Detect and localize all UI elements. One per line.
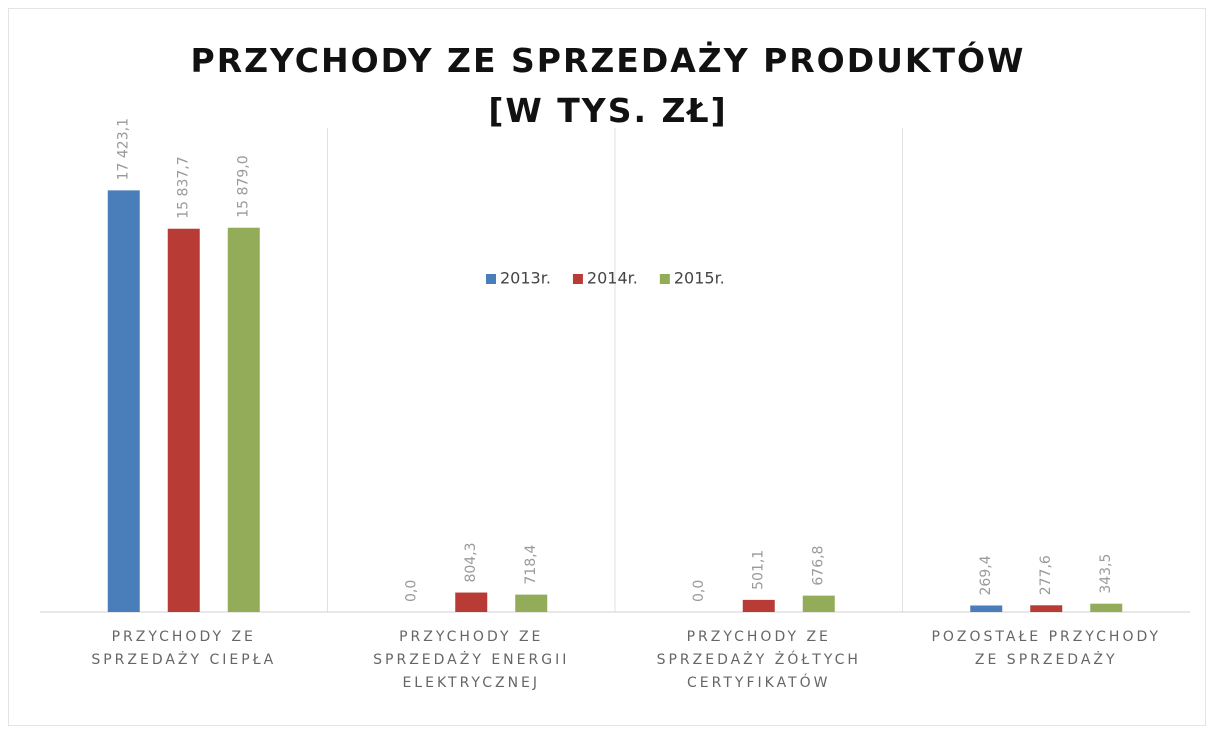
bar bbox=[970, 605, 1003, 612]
value-label: 343,5 bbox=[1098, 554, 1114, 594]
bar bbox=[1090, 603, 1123, 612]
value-label: 804,3 bbox=[463, 542, 479, 582]
x-tick-label: PRZYCHODY ZE SPRZEDAŻY CIEPŁA bbox=[91, 629, 277, 668]
bar bbox=[742, 599, 775, 612]
legend-swatch bbox=[572, 274, 583, 284]
x-tick-label: PRZYCHODY ZE SPRZEDAŻY ENERGII ELEKTRYCZ… bbox=[373, 629, 570, 691]
value-label: 17 423,1 bbox=[116, 118, 132, 180]
bar bbox=[167, 228, 200, 612]
legend-label: 2015r. bbox=[674, 269, 725, 288]
bar bbox=[227, 227, 260, 612]
value-label: 676,8 bbox=[811, 546, 827, 586]
chart-frame bbox=[8, 8, 1206, 726]
bar bbox=[515, 594, 548, 612]
x-tick-label: PRZYCHODY ZE SPRZEDAŻY ŻÓŁTYCH CERTYFIKA… bbox=[656, 629, 861, 691]
bar bbox=[107, 190, 140, 613]
legend-swatch bbox=[659, 274, 670, 284]
bar bbox=[802, 595, 835, 612]
bar bbox=[455, 592, 488, 612]
bar bbox=[1030, 605, 1063, 612]
legend-label: 2013r. bbox=[500, 269, 551, 288]
chart-title: PRZYCHODY ZE SPRZEDAŻY PRODUKTÓW [W TYS.… bbox=[190, 41, 1026, 130]
value-label: 0,0 bbox=[403, 580, 419, 602]
legend-label: 2014r. bbox=[587, 269, 638, 288]
value-label: 15 879,0 bbox=[236, 155, 252, 217]
value-label: 718,4 bbox=[523, 544, 539, 584]
value-label: 501,1 bbox=[751, 550, 767, 590]
value-label: 277,6 bbox=[1038, 555, 1054, 595]
value-label: 0,0 bbox=[691, 580, 707, 602]
legend-swatch bbox=[486, 274, 496, 284]
x-tick-label: POZOSTAŁE PRZYCHODY ZE SPRZEDAŻY bbox=[931, 629, 1162, 668]
value-label: 269,4 bbox=[978, 555, 994, 595]
value-label: 15 837,7 bbox=[176, 156, 192, 218]
